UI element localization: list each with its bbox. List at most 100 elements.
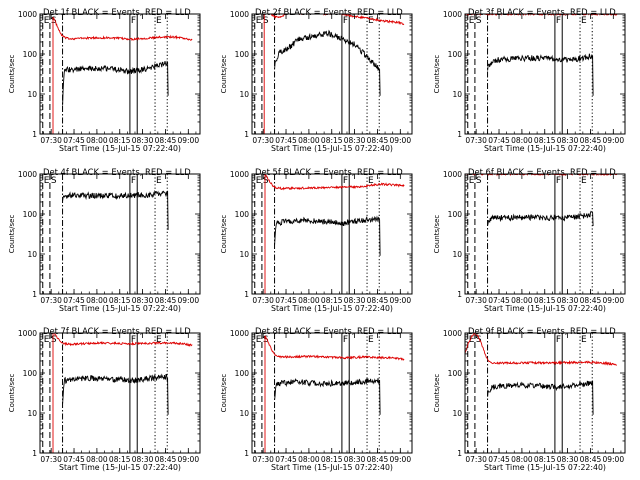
event-marker-label: E [256, 176, 262, 186]
x-tick-label: 08:45 [155, 136, 177, 145]
lld-series-line [52, 17, 193, 134]
lld-series-line [465, 14, 618, 17]
plot-frame [251, 173, 413, 295]
y-tick-label: 100 [448, 210, 463, 219]
y-tick-label: 10 [239, 90, 249, 99]
event-marker-label: E [156, 176, 162, 186]
x-tick-label: 07:30 [465, 296, 487, 305]
x-tick-label: 07:30 [40, 136, 62, 145]
x-tick-label: 08:00 [298, 296, 320, 305]
event-marker-label: F [343, 335, 348, 345]
panel-title: Det 3f BLACK = Events, RED = LLD [468, 7, 616, 17]
event-marker-label: S [51, 176, 57, 186]
plot-frame [251, 332, 413, 454]
x-tick-label: 07:45 [488, 296, 510, 305]
x-tick-label: 08:15 [534, 296, 556, 305]
event-marker-label: S [263, 335, 269, 345]
x-tick-label: 08:45 [367, 455, 389, 464]
x-axis-label: Start Time (15-Jul-15 07:22:40) [59, 144, 181, 153]
x-tick-label: 08:15 [321, 296, 343, 305]
y-tick-label: 1 [457, 449, 462, 458]
x-tick-label: 07:45 [63, 455, 85, 464]
lld-series-line [264, 335, 405, 453]
event-marker-label: F [343, 16, 348, 26]
y-tick-label: 1 [244, 130, 249, 139]
x-tick-label: 09:00 [602, 455, 624, 464]
x-tick-label: 08:00 [511, 296, 533, 305]
x-tick-label: 07:45 [488, 455, 510, 464]
plot-frame [251, 13, 413, 135]
event-marker-label: S [476, 335, 482, 345]
y-tick-label: 10 [239, 409, 249, 418]
x-tick-label: 08:30 [344, 455, 366, 464]
x-axis-label: Start Time (15-Jul-15 07:22:40) [484, 463, 606, 472]
event-marker-label: F [343, 176, 348, 186]
event-marker-label: S [51, 335, 57, 345]
y-axis-label: Counts/sec [433, 374, 441, 413]
x-tick-label: 09:00 [602, 296, 624, 305]
y-tick-label: 100 [235, 369, 250, 378]
panel-title: Det 1f BLACK = Events, RED = LLD [43, 7, 191, 17]
y-tick-label: 1000 [443, 329, 462, 338]
x-tick-label: 08:00 [86, 455, 108, 464]
x-tick-label: 09:00 [602, 136, 624, 145]
y-tick-label: 100 [23, 50, 38, 59]
event-marker-label: F [131, 16, 136, 26]
event-marker-label: F [556, 16, 561, 26]
y-tick-label: 10 [452, 409, 462, 418]
x-tick-label: 08:15 [534, 455, 556, 464]
event-marker-label: F [131, 335, 136, 345]
event-marker-label: S [51, 16, 57, 26]
x-tick-label: 07:45 [275, 136, 297, 145]
event-marker-label: E [368, 16, 374, 26]
x-tick-label: 08:30 [132, 296, 154, 305]
plot-frame [39, 173, 201, 295]
event-marker-label: E [156, 16, 162, 26]
x-tick-label: 08:45 [580, 296, 602, 305]
y-tick-label: 1 [32, 130, 37, 139]
x-tick-label: 07:30 [252, 296, 274, 305]
events-series-line [274, 378, 381, 415]
y-axis-label: Counts/sec [8, 215, 16, 254]
event-marker-label: S [476, 16, 482, 26]
y-tick-label: 1 [244, 290, 249, 299]
panel-title: Det 6f BLACK = Events, RED = LLD [468, 167, 616, 177]
plot-frame [39, 332, 201, 454]
y-axis-label: Counts/sec [220, 215, 228, 254]
x-tick-label: 09:00 [389, 296, 411, 305]
event-marker-label: F [556, 335, 561, 345]
event-marker-label: F [131, 176, 136, 186]
y-tick-label: 10 [27, 90, 37, 99]
event-marker-label: E [368, 176, 374, 186]
x-tick-label: 08:45 [155, 455, 177, 464]
y-axis-label: Counts/sec [220, 55, 228, 94]
event-marker-label: E [44, 16, 50, 26]
y-tick-label: 10 [452, 250, 462, 259]
x-axis-label: Start Time (15-Jul-15 07:22:40) [59, 463, 181, 472]
events-series-line [274, 29, 381, 96]
x-tick-label: 09:00 [389, 136, 411, 145]
x-tick-label: 07:30 [252, 455, 274, 464]
x-axis-label: Start Time (15-Jul-15 07:22:40) [484, 144, 606, 153]
x-tick-label: 07:45 [63, 296, 85, 305]
event-marker-label: E [256, 16, 262, 26]
x-tick-label: 07:45 [275, 455, 297, 464]
x-tick-label: 09:00 [177, 296, 199, 305]
y-axis-label: Counts/sec [220, 374, 228, 413]
y-tick-label: 1000 [230, 170, 249, 179]
events-series-line [487, 380, 594, 415]
panel-title: Det 9f BLACK = Events, RED = LLD [468, 326, 616, 336]
x-tick-label: 08:15 [321, 455, 343, 464]
event-marker-label: E [44, 176, 50, 186]
x-tick-label: 07:30 [252, 136, 274, 145]
panel-title: Det 8f BLACK = Events, RED = LLD [255, 326, 403, 336]
event-marker-label: E [256, 335, 262, 345]
y-tick-label: 100 [23, 210, 38, 219]
x-tick-label: 08:30 [132, 455, 154, 464]
x-tick-label: 08:00 [511, 455, 533, 464]
y-tick-label: 100 [235, 50, 250, 59]
x-tick-label: 08:30 [557, 455, 579, 464]
